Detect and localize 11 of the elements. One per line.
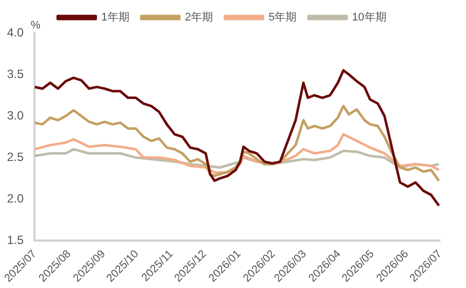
- y-tick-label: 4.0: [6, 25, 24, 40]
- y-tick-label: 3.0: [6, 108, 24, 122]
- y-tick-label: 3.5: [6, 66, 24, 81]
- y-tick-label: 2.5: [6, 150, 24, 164]
- legend-label: 5年期: [268, 12, 297, 24]
- legend-label: 2年期: [184, 12, 213, 24]
- y-axis-title: %: [30, 20, 41, 32]
- y-tick-label: 2.0: [6, 191, 24, 206]
- y-tick-label: 1.5: [6, 232, 24, 247]
- legend-label: 1年期: [101, 12, 130, 24]
- legend-label: 10年期: [352, 12, 386, 24]
